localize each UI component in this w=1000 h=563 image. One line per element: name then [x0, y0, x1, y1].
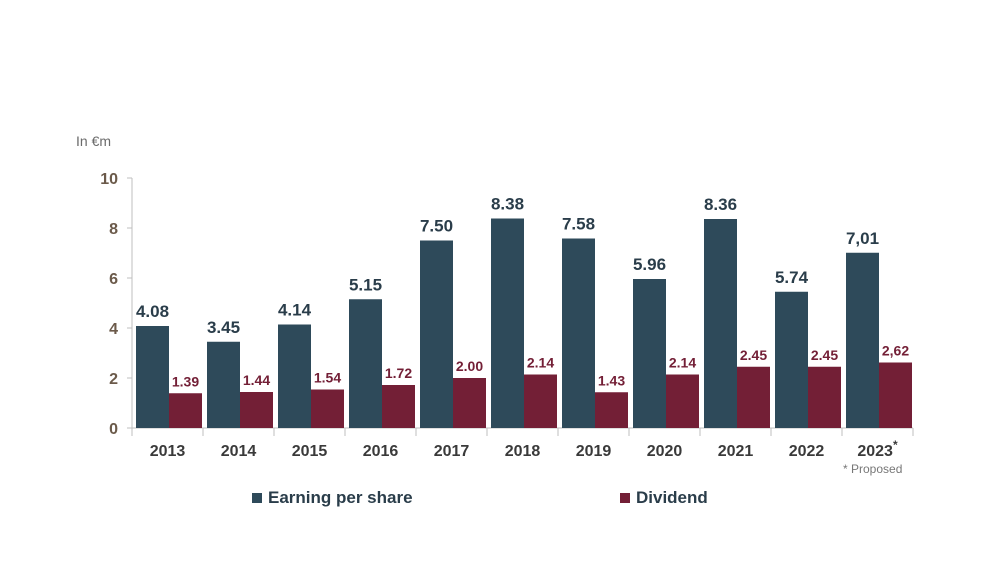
data-label-eps: 8.38 [491, 195, 524, 214]
x-tick-label: 2014 [221, 443, 257, 460]
x-tick-label: 2018 [505, 443, 541, 460]
data-label-eps: 7,01 [846, 229, 879, 248]
data-label-eps: 5.74 [775, 268, 809, 287]
data-label-dividend: 1.54 [314, 370, 341, 386]
bar-eps [207, 341, 240, 428]
y-tick-label: 4 [109, 321, 118, 338]
data-label-dividend: 2.14 [669, 355, 696, 371]
data-label-eps: 3.45 [207, 318, 240, 337]
bar-eps [775, 291, 808, 428]
bar-dividend [879, 362, 912, 428]
legend-label-eps: Earning per share [268, 488, 413, 507]
data-label-dividend: 2,62 [882, 343, 909, 359]
x-tick-label: 2020 [647, 443, 683, 460]
legend-item-eps: Earning per share [252, 488, 413, 508]
bar-dividend [382, 385, 415, 428]
bar-eps [349, 299, 382, 428]
bar-eps [704, 219, 737, 428]
bar-eps [491, 218, 524, 428]
bar-eps [136, 326, 169, 428]
bar-dividend [808, 366, 841, 428]
bar-dividend [240, 392, 273, 428]
x-tick-label: 2015 [292, 443, 328, 460]
bar-eps [420, 240, 453, 428]
bar-eps [562, 238, 595, 428]
bar-dividend [453, 378, 486, 428]
data-label-eps: 7.58 [562, 215, 595, 234]
data-label-dividend: 2.00 [456, 358, 483, 374]
data-label-dividend: 2.45 [811, 347, 838, 363]
bar-eps [633, 279, 666, 428]
x-tick-label: 2023* [857, 438, 898, 460]
data-label-eps: 5.15 [349, 275, 382, 294]
x-tick-label-asterisk: * [893, 438, 898, 452]
data-label-eps: 7.50 [420, 217, 453, 236]
data-label-dividend: 1.72 [385, 365, 412, 381]
x-tick-label: 2017 [434, 443, 470, 460]
data-label-dividend: 1.44 [243, 372, 270, 388]
data-label-eps: 8.36 [704, 195, 737, 214]
data-label-eps: 4.14 [278, 301, 312, 320]
bar-dividend [666, 374, 699, 428]
y-tick-label: 6 [109, 271, 118, 288]
x-tick-label: 2022 [789, 443, 825, 460]
data-label-eps: 4.08 [136, 302, 169, 321]
legend-item-dividend: Dividend [620, 488, 708, 508]
bar-dividend [595, 392, 628, 428]
y-tick-label: 10 [100, 171, 118, 188]
y-tick-label: 2 [109, 371, 118, 388]
x-tick-label: 2019 [576, 443, 612, 460]
bar-dividend [311, 389, 344, 428]
legend-label-dividend: Dividend [636, 488, 708, 507]
footnote: * Proposed [843, 462, 903, 476]
bar-dividend [169, 393, 202, 428]
bar-dividend [737, 366, 770, 428]
y-tick-label: 8 [109, 221, 118, 238]
legend-swatch-eps [252, 493, 262, 503]
x-tick-label: 2016 [363, 443, 399, 460]
bar-eps [278, 324, 311, 428]
data-label-dividend: 2.45 [740, 347, 767, 363]
data-label-dividend: 1.39 [172, 373, 199, 389]
legend-swatch-dividend [620, 493, 630, 503]
x-tick-label: 2021 [718, 443, 754, 460]
data-label-dividend: 1.43 [598, 372, 625, 388]
data-label-eps: 5.96 [633, 255, 666, 274]
bar-dividend [524, 374, 557, 428]
unit-label: In €m [76, 133, 112, 149]
x-tick-label: 2013 [150, 443, 186, 460]
data-label-dividend: 2.14 [527, 355, 554, 371]
y-tick-label: 0 [109, 421, 118, 438]
bar-eps [846, 252, 879, 428]
